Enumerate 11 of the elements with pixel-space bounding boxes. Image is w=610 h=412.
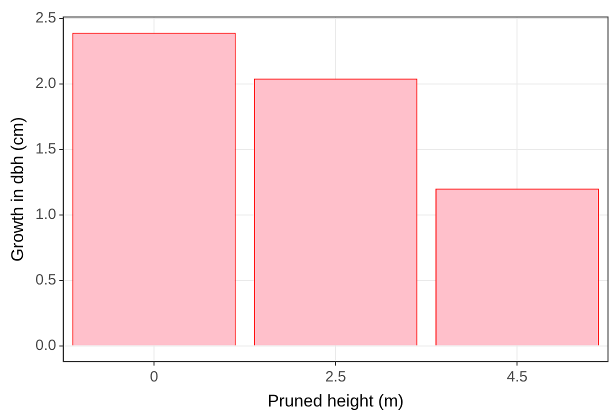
y-tick-label: 2.5 xyxy=(35,9,56,26)
x-tick-label: 0 xyxy=(150,368,158,386)
y-tick-label: 1.0 xyxy=(35,206,56,223)
x-axis-title: Pruned height (m) xyxy=(268,391,404,410)
y-tick-label: 0.0 xyxy=(35,337,56,354)
y-axis-title: Growth in dbh (cm) xyxy=(8,117,27,262)
y-tick-label: 2.0 xyxy=(35,74,56,92)
y-tick-label: 0.5 xyxy=(35,272,56,289)
x-tick-label: 2.5 xyxy=(325,368,346,386)
x-tick-label: 4.5 xyxy=(506,368,528,386)
y-tick-label: 1.5 xyxy=(35,140,56,158)
